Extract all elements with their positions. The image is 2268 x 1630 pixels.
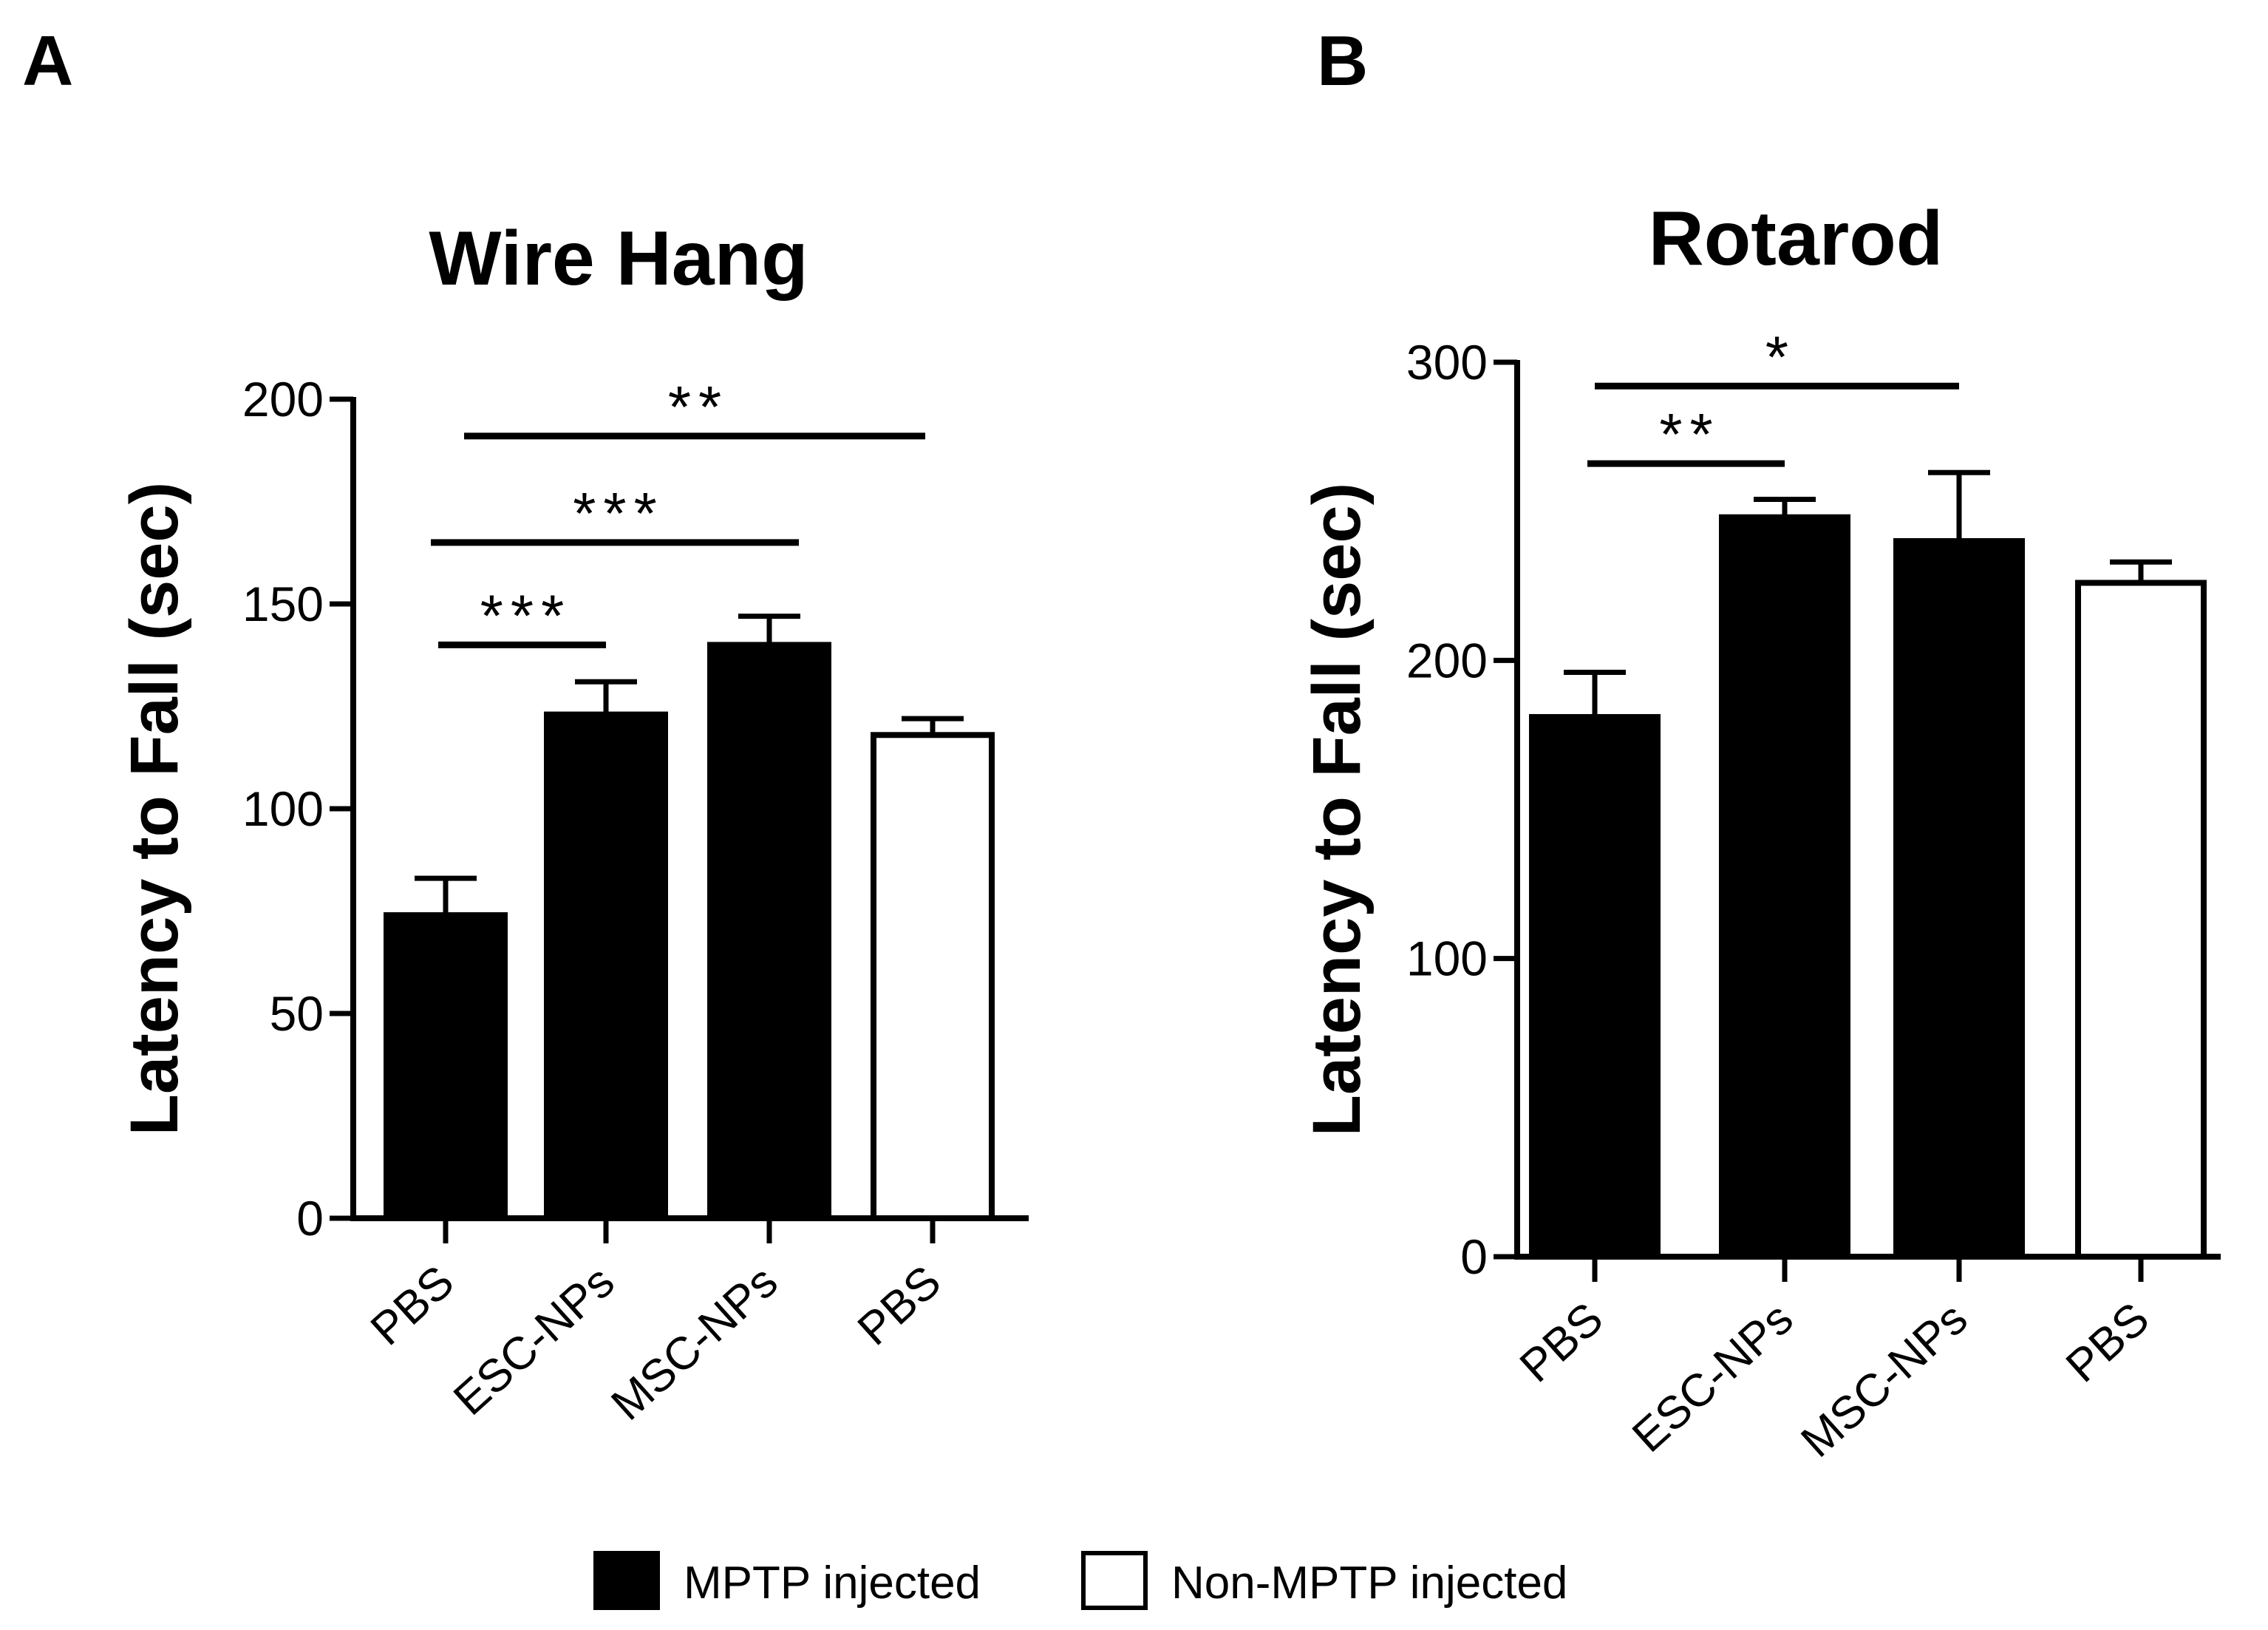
bar [871,732,995,1221]
chart-title: Wire Hang [429,216,808,302]
bar [707,642,831,1221]
significance-label: * [1765,324,1796,390]
bar [1529,713,1661,1260]
y-tick-label: 200 [1406,633,1488,687]
y-tick-label: 50 [270,986,324,1041]
significance-label: ** [668,374,729,440]
legend-label-non-mptp: Non-MPTP injected [1171,1558,1567,1609]
chart-rotarod: Rotarod Latency to Fall (sec) 0 100 200 300 PB… [1299,196,2221,1467]
bar [544,711,668,1221]
y-tick-label: 150 [242,577,324,631]
significance-label: *** [573,480,664,546]
x-tick-label: MSC-NPs [602,1256,787,1430]
y-tick-label: 300 [1406,335,1488,390]
bar [1719,514,1850,1260]
chart-wire-hang: Wire Hang Latency to Fall (sec) 0 50 100 150 2… [117,216,1029,1430]
bar [1893,538,2025,1260]
y-tick-label: 0 [296,1191,324,1246]
y-tick-label: 100 [1406,931,1488,986]
legend-swatch-non-mptp [1081,1551,1148,1610]
x-tick-label: PBS [1511,1293,1613,1392]
legend-swatch-mptp [593,1551,660,1610]
y-tick-label: 0 [1460,1229,1488,1284]
chart-title: Rotarod [1649,196,1944,282]
panel-label-b: B [1317,21,1368,101]
significance-label: *** [480,583,571,648]
x-tick-label: PBS [361,1256,463,1355]
legend-label-mptp: MPTP injected [684,1558,981,1609]
panel-label-a: A [22,21,73,101]
x-tick-label: PBS [848,1256,950,1355]
y-tick-label: 200 [242,372,324,427]
x-tick-label: MSC-NPs [1791,1293,1977,1467]
x-tick-label: ESC-NPs [1623,1293,1802,1462]
bar [2075,580,2207,1260]
x-tick-label: ESC-NPs [444,1256,624,1425]
significance-label: ** [1659,401,1720,467]
bar [384,912,508,1222]
y-axis-label: Latency to Fall (sec) [1299,483,1375,1136]
y-tick-label: 100 [242,781,324,836]
legend: MPTP injected Non-MPTP injected [593,1551,1567,1610]
x-tick-label: PBS [2057,1293,2159,1392]
y-axis-label: Latency to Fall (sec) [117,482,192,1135]
